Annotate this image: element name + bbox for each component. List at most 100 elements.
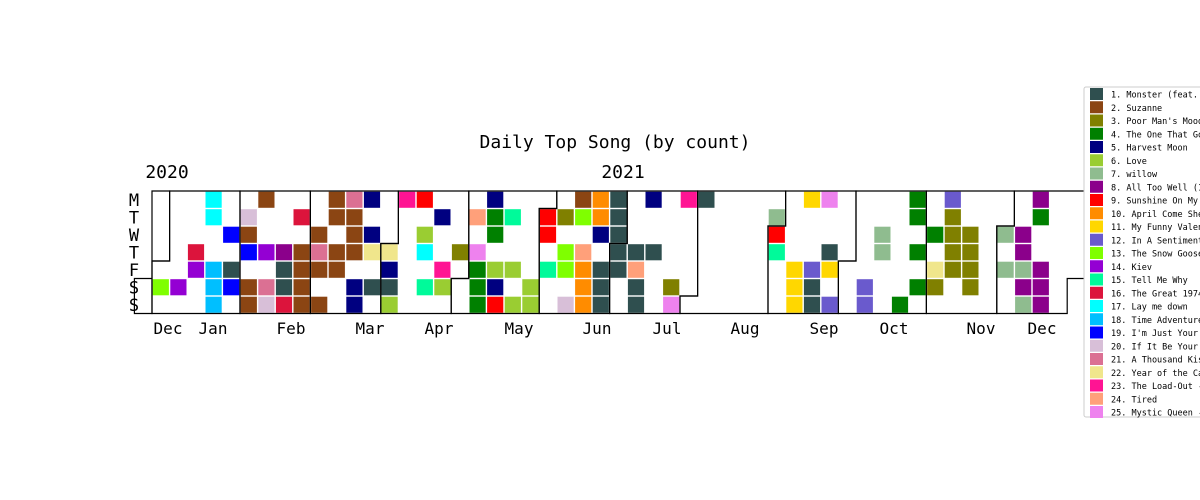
heatmap-cell bbox=[557, 261, 574, 278]
heatmap-cell bbox=[293, 261, 310, 278]
heatmap-cell bbox=[258, 191, 275, 208]
heatmap-cell bbox=[803, 261, 821, 278]
heatmap-cell bbox=[821, 244, 838, 261]
legend-swatch bbox=[1090, 300, 1103, 312]
heatmap-cell bbox=[223, 279, 240, 296]
heatmap-cell bbox=[1015, 261, 1032, 278]
heatmap-cell bbox=[293, 244, 310, 261]
legend-entry-label: 3. Poor Man's Mood bbox=[1111, 117, 1200, 127]
heatmap-cell bbox=[487, 226, 504, 243]
legend-swatch bbox=[1090, 194, 1103, 206]
legend-swatch bbox=[1090, 220, 1103, 233]
heatmap-cell bbox=[575, 279, 592, 296]
heatmap-cell bbox=[434, 279, 451, 296]
heatmap-cell bbox=[416, 279, 433, 296]
heatmap-cell bbox=[1015, 226, 1032, 243]
heatmap-cell bbox=[487, 261, 504, 278]
legend-swatch bbox=[1090, 366, 1103, 379]
heatmap-cell bbox=[328, 209, 345, 226]
heatmap-cell bbox=[346, 191, 363, 208]
heatmap-cell bbox=[240, 226, 257, 243]
heatmap-cell bbox=[557, 296, 574, 313]
legend-swatch bbox=[1090, 286, 1103, 299]
heatmap-cell bbox=[592, 191, 609, 208]
legend-entry-label: 24. Tired bbox=[1111, 395, 1157, 405]
heatmap-cell bbox=[821, 261, 838, 278]
heatmap-cell bbox=[504, 296, 521, 313]
legend-entry-label: 18. Time Adventure bbox=[1111, 316, 1200, 326]
heatmap-cell bbox=[434, 209, 451, 226]
heatmap-cell bbox=[962, 261, 979, 278]
heatmap-cell bbox=[469, 261, 486, 278]
legend-entry-label: 4. The One That Go bbox=[1111, 130, 1200, 140]
legend-frame bbox=[1083, 86, 1200, 418]
heatmap-cell bbox=[592, 226, 609, 243]
heatmap-cell bbox=[152, 279, 169, 296]
heatmap-cell bbox=[311, 244, 328, 261]
heatmap-cell bbox=[346, 244, 363, 261]
legend-swatch bbox=[1090, 180, 1103, 193]
heatmap-cell bbox=[293, 296, 310, 313]
legend-entry-label: 12. In A Sentiment bbox=[1111, 236, 1200, 246]
month-label: Sep bbox=[810, 319, 839, 338]
heatmap-cell bbox=[944, 191, 961, 208]
year-label-2020: 2020 bbox=[145, 162, 188, 183]
heatmap-cell bbox=[997, 261, 1014, 278]
legend-swatch bbox=[1090, 141, 1103, 153]
heatmap-cell bbox=[698, 191, 715, 208]
legend-swatch bbox=[1090, 273, 1103, 286]
heatmap-cell bbox=[557, 244, 574, 261]
heatmap-cell bbox=[275, 261, 293, 278]
legend-entry-label: 2. Suzanne bbox=[1111, 104, 1162, 114]
heatmap-cell bbox=[539, 226, 557, 243]
heatmap-cell bbox=[680, 191, 697, 208]
heatmap-cell bbox=[575, 244, 592, 261]
legend-entry-label: 16. The Great 1974 bbox=[1111, 289, 1200, 299]
day-label: M bbox=[129, 191, 139, 211]
heatmap-cell bbox=[205, 296, 222, 313]
month-labels: Dec Jan Feb Mar Apr May Jun Jul Aug Sep Oct Nov Dec bbox=[154, 319, 1057, 338]
heatmap-cell bbox=[909, 279, 926, 296]
year-label-2021: 2021 bbox=[601, 162, 644, 183]
heatmap-cell bbox=[363, 191, 381, 208]
heatmap-cell bbox=[1032, 191, 1049, 208]
legend-entry-label: 20. If It Be Your bbox=[1111, 342, 1198, 352]
heatmap-cell bbox=[504, 261, 521, 278]
heatmap-cell bbox=[416, 244, 433, 261]
legend-entry-label: 10. April Come She bbox=[1111, 210, 1200, 220]
heatmap-cell bbox=[240, 244, 257, 261]
legend-entry-label: 25. Mystic Queen - bbox=[1111, 409, 1200, 419]
heatmap-cell bbox=[487, 209, 504, 226]
legend-entry-label: 1. Monster (feat. bbox=[1111, 91, 1198, 101]
heatmap-cell bbox=[610, 244, 627, 261]
heatmap-cell bbox=[275, 244, 293, 261]
heatmap-cell bbox=[768, 226, 785, 243]
legend-swatch bbox=[1090, 379, 1103, 392]
legend-entry-label: 8. All Too Well (1 bbox=[1111, 183, 1200, 193]
heatmap-cell bbox=[416, 191, 433, 208]
heatmap-cell bbox=[927, 279, 944, 296]
heatmap-cell bbox=[311, 226, 328, 243]
heatmap-cell bbox=[1032, 261, 1049, 278]
legend-entry-label: 14. Kiev bbox=[1111, 263, 1152, 273]
heatmap-cell bbox=[223, 226, 240, 243]
month-label: Jun bbox=[583, 319, 612, 338]
heatmap-cell bbox=[874, 226, 891, 243]
heatmap-cell bbox=[821, 191, 838, 208]
heatmap-cell bbox=[504, 209, 521, 226]
heatmap-cell bbox=[170, 279, 187, 296]
heatmap-cell bbox=[592, 209, 609, 226]
heatmap-cell bbox=[469, 244, 486, 261]
heatmap-cell bbox=[1015, 279, 1032, 296]
heatmap-cell bbox=[205, 279, 222, 296]
heatmap-cell bbox=[346, 226, 363, 243]
heatmap-cell bbox=[610, 191, 627, 208]
heatmap-cell bbox=[627, 244, 645, 261]
heatmap-cell bbox=[293, 209, 310, 226]
heatmap-cell bbox=[874, 244, 891, 261]
month-label: Dec bbox=[154, 319, 183, 338]
heatmap-cell bbox=[205, 209, 222, 226]
legend-swatch bbox=[1090, 167, 1103, 180]
month-label: Apr bbox=[425, 319, 454, 338]
